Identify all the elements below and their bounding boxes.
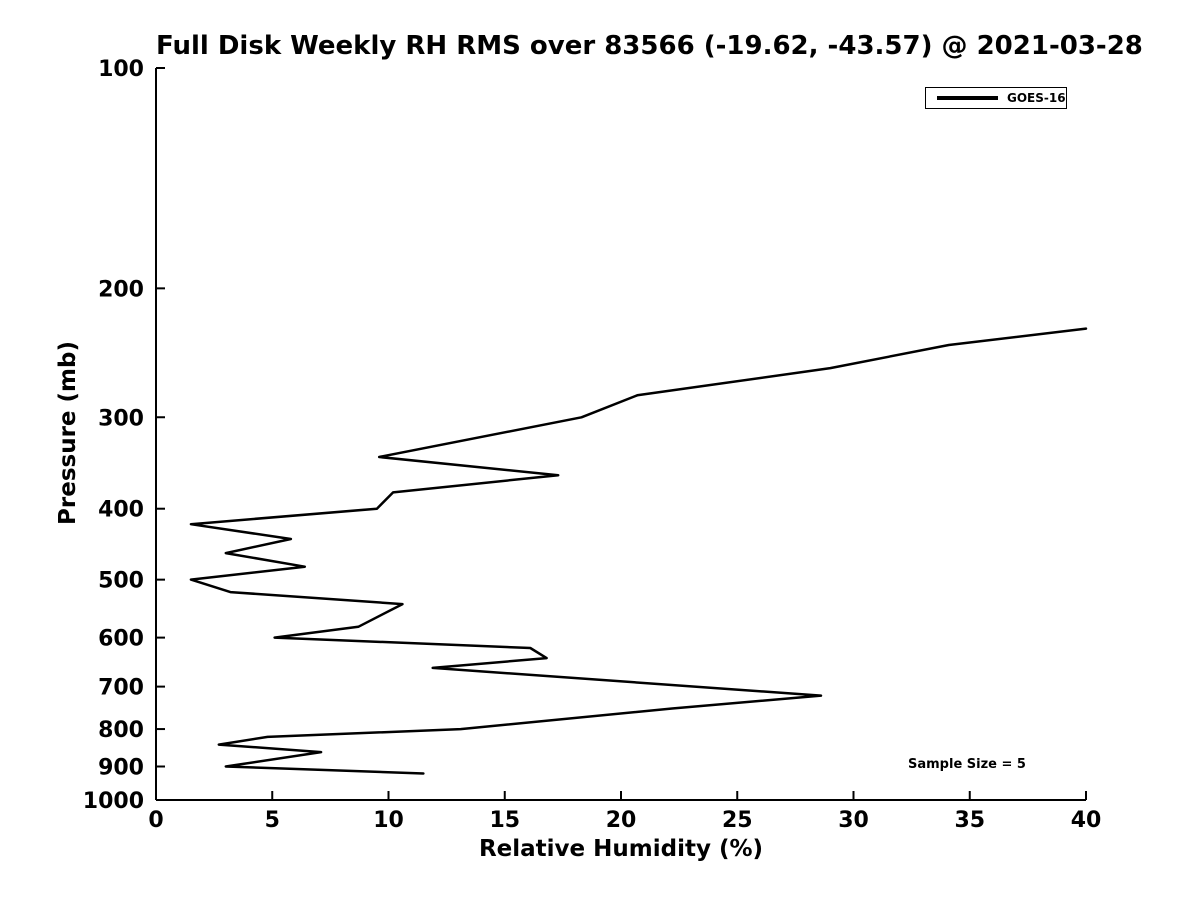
x-tick-label: 25 xyxy=(722,808,753,833)
y-tick-label: 500 xyxy=(98,569,144,594)
y-axis-label: Pressure (mb) xyxy=(55,341,81,525)
x-tick-label: 0 xyxy=(148,808,163,833)
x-tick-label: 15 xyxy=(489,808,520,833)
sample-size-annotation: Sample Size = 5 xyxy=(908,757,1026,772)
y-tick-label: 200 xyxy=(98,277,144,302)
x-tick-label: 40 xyxy=(1071,808,1102,833)
y-tick-label: 1000 xyxy=(83,789,144,814)
y-tick-label: 600 xyxy=(98,627,144,652)
x-tick-label: 35 xyxy=(954,808,985,833)
data-line-goes16 xyxy=(189,327,1088,775)
legend-line-icon xyxy=(937,96,998,100)
y-tick-label: 700 xyxy=(98,676,144,701)
chart-title: Full Disk Weekly RH RMS over 83566 (-19.… xyxy=(156,31,1143,61)
legend-entry-goes16: GOES-16 xyxy=(1007,91,1066,105)
y-tick-label: 300 xyxy=(98,406,144,431)
x-axis-label: Relative Humidity (%) xyxy=(478,836,764,862)
x-tick-label: 30 xyxy=(838,808,869,833)
y-tick-label: 100 xyxy=(98,57,144,82)
legend-box: GOES-16 xyxy=(925,87,1067,109)
x-tick-label: 10 xyxy=(373,808,404,833)
x-tick-label: 20 xyxy=(606,808,637,833)
y-tick-label: 900 xyxy=(98,756,144,781)
y-tick-label: 800 xyxy=(98,718,144,743)
x-tick-label: 5 xyxy=(265,808,280,833)
y-tick-label: 400 xyxy=(98,498,144,523)
